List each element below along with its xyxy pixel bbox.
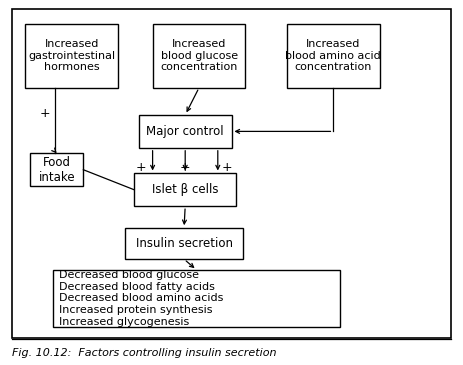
FancyBboxPatch shape	[53, 270, 340, 327]
Text: +: +	[136, 161, 146, 174]
FancyBboxPatch shape	[139, 115, 232, 148]
Text: Islet β cells: Islet β cells	[152, 183, 219, 196]
FancyBboxPatch shape	[134, 173, 236, 206]
Text: +: +	[180, 161, 190, 174]
FancyBboxPatch shape	[30, 153, 83, 186]
Text: Insulin secretion: Insulin secretion	[136, 237, 232, 250]
FancyBboxPatch shape	[25, 24, 118, 88]
FancyBboxPatch shape	[153, 24, 245, 88]
FancyBboxPatch shape	[125, 228, 243, 259]
Text: Increased
blood glucose
concentration: Increased blood glucose concentration	[160, 39, 238, 72]
Text: Decreased blood glucose
Decreased blood fatty acids
Decreased blood amino acids
: Decreased blood glucose Decreased blood …	[59, 270, 223, 327]
Text: Major control: Major control	[146, 125, 224, 138]
Text: Increased
gastrointestinal
hormones: Increased gastrointestinal hormones	[28, 39, 115, 72]
Text: Fig. 10.12:  Factors controlling insulin secretion: Fig. 10.12: Factors controlling insulin …	[12, 348, 276, 358]
Text: Increased
blood amino acid
concentration: Increased blood amino acid concentration	[286, 39, 381, 72]
Text: Food
intake: Food intake	[38, 156, 75, 184]
Text: +: +	[40, 107, 50, 120]
FancyBboxPatch shape	[12, 9, 451, 338]
Text: +: +	[222, 161, 232, 174]
FancyBboxPatch shape	[287, 24, 380, 88]
